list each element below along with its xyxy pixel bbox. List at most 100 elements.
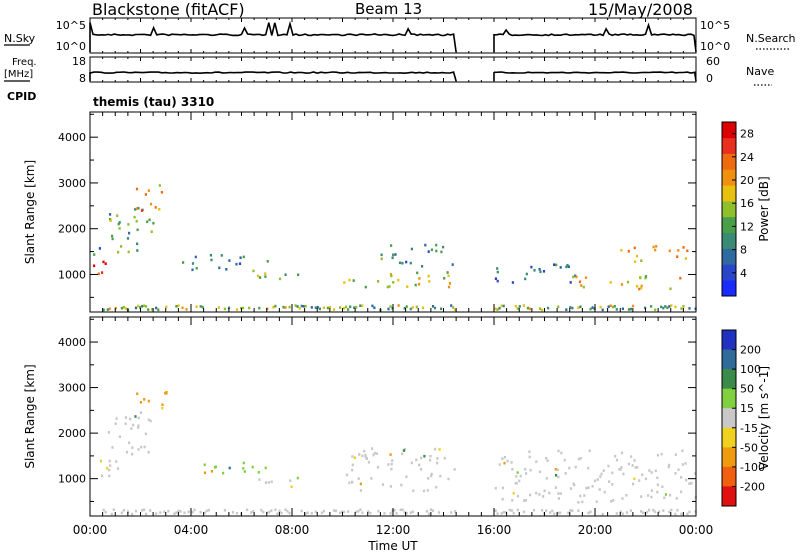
echo-cell <box>542 495 545 498</box>
echo-cell <box>361 511 364 514</box>
echo-cell <box>625 511 628 514</box>
power-colorbar-cell <box>722 216 736 234</box>
echo-cell <box>508 508 511 512</box>
freq-tick-top: 18 <box>72 55 86 68</box>
echo-cell <box>134 509 138 513</box>
echo-cell <box>518 305 521 308</box>
echo-cell <box>409 307 412 311</box>
echo-cell <box>405 260 408 264</box>
echo-cell <box>502 304 505 308</box>
echo-cell <box>102 260 105 264</box>
power-colorbar-cell <box>722 280 736 297</box>
echo-cell <box>343 307 346 310</box>
echo-cell <box>246 508 249 512</box>
echo-cell <box>668 510 671 514</box>
x-tick-label: 12:00 <box>376 523 411 537</box>
power-colorbar-label: 8 <box>740 244 747 257</box>
echo-cell <box>433 306 437 310</box>
echo-cell <box>137 416 140 420</box>
echo-cell <box>664 305 667 308</box>
echo-cell <box>112 508 115 511</box>
echo-cell <box>209 253 212 257</box>
echo-cell <box>545 457 548 460</box>
echo-cell <box>621 512 624 516</box>
echo-cell <box>587 466 590 470</box>
echo-cell <box>429 508 433 511</box>
echo-cell <box>136 392 139 396</box>
echo-cell <box>409 261 412 265</box>
echo-cell <box>510 461 513 464</box>
echo-cell <box>130 427 133 430</box>
echo-cell <box>501 457 504 460</box>
echo-cell <box>242 461 245 465</box>
echo-cell <box>120 306 123 310</box>
echo-cell <box>398 261 402 265</box>
echo-cell <box>406 285 409 288</box>
echo-cell <box>355 305 358 309</box>
echo-cell <box>137 424 140 427</box>
echo-cell <box>160 191 163 194</box>
echo-cell <box>130 512 134 516</box>
echo-cell <box>436 461 439 465</box>
nsky-trace <box>89 20 697 53</box>
echo-cell <box>563 458 566 462</box>
echo-cell <box>443 456 446 460</box>
echo-cell <box>367 460 371 464</box>
echo-cell <box>128 441 131 445</box>
velocity-colorbar-cell <box>722 369 736 389</box>
echo-cell <box>199 511 202 514</box>
echo-cell <box>203 463 206 467</box>
echo-cell <box>194 255 197 259</box>
echo-cell <box>175 305 178 308</box>
echo-cell <box>688 510 691 514</box>
echo-cell <box>282 305 285 309</box>
echo-cell <box>644 275 648 278</box>
echo-cell <box>556 468 559 472</box>
echo-cell <box>571 509 574 512</box>
echo-cell <box>397 278 400 282</box>
echo-cell <box>599 305 602 309</box>
echo-cell <box>414 283 417 287</box>
echo-cell <box>392 253 395 257</box>
echo-cell <box>355 510 358 514</box>
echo-cell <box>182 261 185 264</box>
echo-cell <box>447 285 451 289</box>
echo-cell <box>235 308 239 311</box>
echo-cell <box>352 279 355 282</box>
echo-cell <box>422 489 426 493</box>
echo-cell <box>650 489 653 492</box>
echo-cell <box>264 481 267 484</box>
echo-cell <box>223 307 226 311</box>
power-colorbar-frame <box>721 121 737 297</box>
echo-cell <box>388 285 391 288</box>
echo-cell <box>635 254 639 258</box>
echo-cell <box>115 417 118 420</box>
echo-cell <box>242 255 245 259</box>
echo-cell <box>435 485 438 489</box>
echo-cell <box>389 273 393 276</box>
echo-cell <box>442 245 445 249</box>
echo-cell <box>250 511 253 514</box>
echo-cell <box>525 272 528 276</box>
echo-cell <box>632 482 635 486</box>
power-colorbar-label: 24 <box>740 151 754 164</box>
echo-cell <box>266 260 269 263</box>
echo-cell <box>387 463 390 466</box>
echo-cell <box>415 458 418 462</box>
y-tick-label: 3000 <box>58 177 86 190</box>
echo-cell <box>284 508 287 511</box>
echo-cell <box>450 511 453 514</box>
echo-cell <box>207 508 210 512</box>
echo-cell <box>343 281 346 284</box>
echo-cell <box>554 468 557 471</box>
power-colorbar-cell <box>722 185 736 202</box>
time-axis: 00:00 04:00 08:00 12:00 16:00 20:00 00:00 Time … <box>73 523 714 553</box>
echo-cell <box>636 465 639 469</box>
echo-cell <box>389 453 392 456</box>
echo-cell <box>453 468 456 471</box>
echo-cell <box>127 223 130 226</box>
echo-cell <box>557 497 560 500</box>
echo-cell <box>410 247 413 251</box>
echo-cell <box>175 511 178 514</box>
echo-cell <box>647 494 650 497</box>
